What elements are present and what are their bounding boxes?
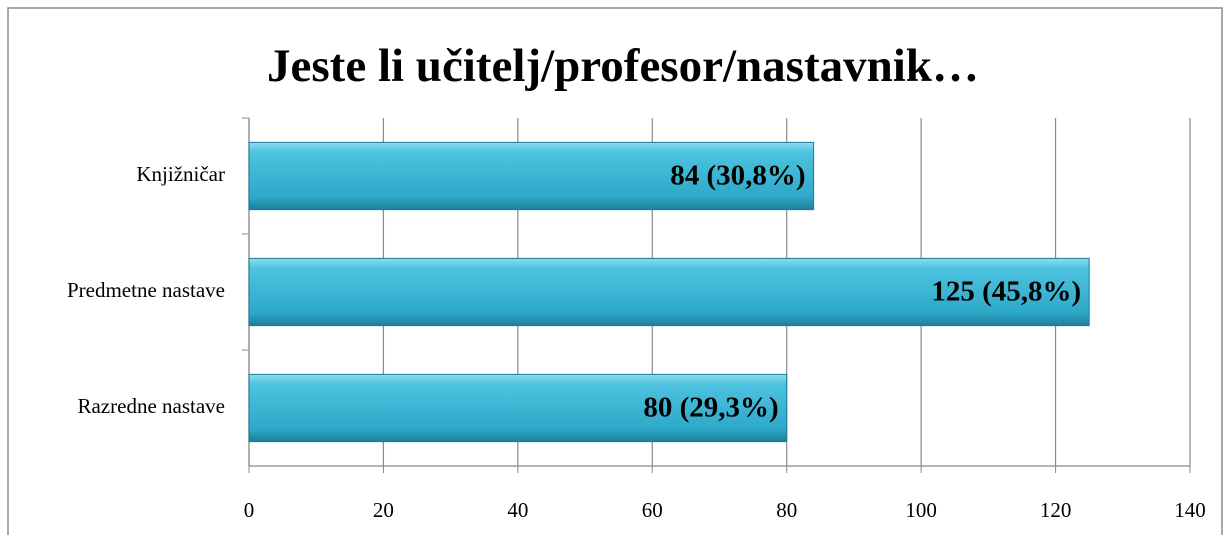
y-tick-label: Predmetne nastave — [67, 278, 225, 302]
x-tick-label: 60 — [642, 498, 663, 522]
y-tick-label: Knjižničar — [136, 162, 225, 186]
x-tick-label: 20 — [373, 498, 394, 522]
x-tick-label: 0 — [244, 498, 255, 522]
x-tick-label: 100 — [905, 498, 937, 522]
chart-frame — [7, 7, 1223, 535]
bar — [248, 257, 1090, 327]
chart-title: Jeste li učitelj/profesor/nastavnik… — [267, 40, 979, 92]
x-tick-label: 80 — [776, 498, 797, 522]
x-tick-label: 40 — [507, 498, 528, 522]
bar — [248, 373, 788, 443]
value-label: 80 (29,3%) — [643, 392, 778, 424]
y-tick-label: Razredne nastave — [77, 394, 225, 418]
value-label: 125 (45,8%) — [931, 276, 1081, 308]
value-label: 84 (30,8%) — [670, 160, 805, 192]
x-tick-label: 120 — [1040, 498, 1072, 522]
bar — [248, 141, 815, 211]
x-tick-label: 140 — [1174, 498, 1206, 522]
